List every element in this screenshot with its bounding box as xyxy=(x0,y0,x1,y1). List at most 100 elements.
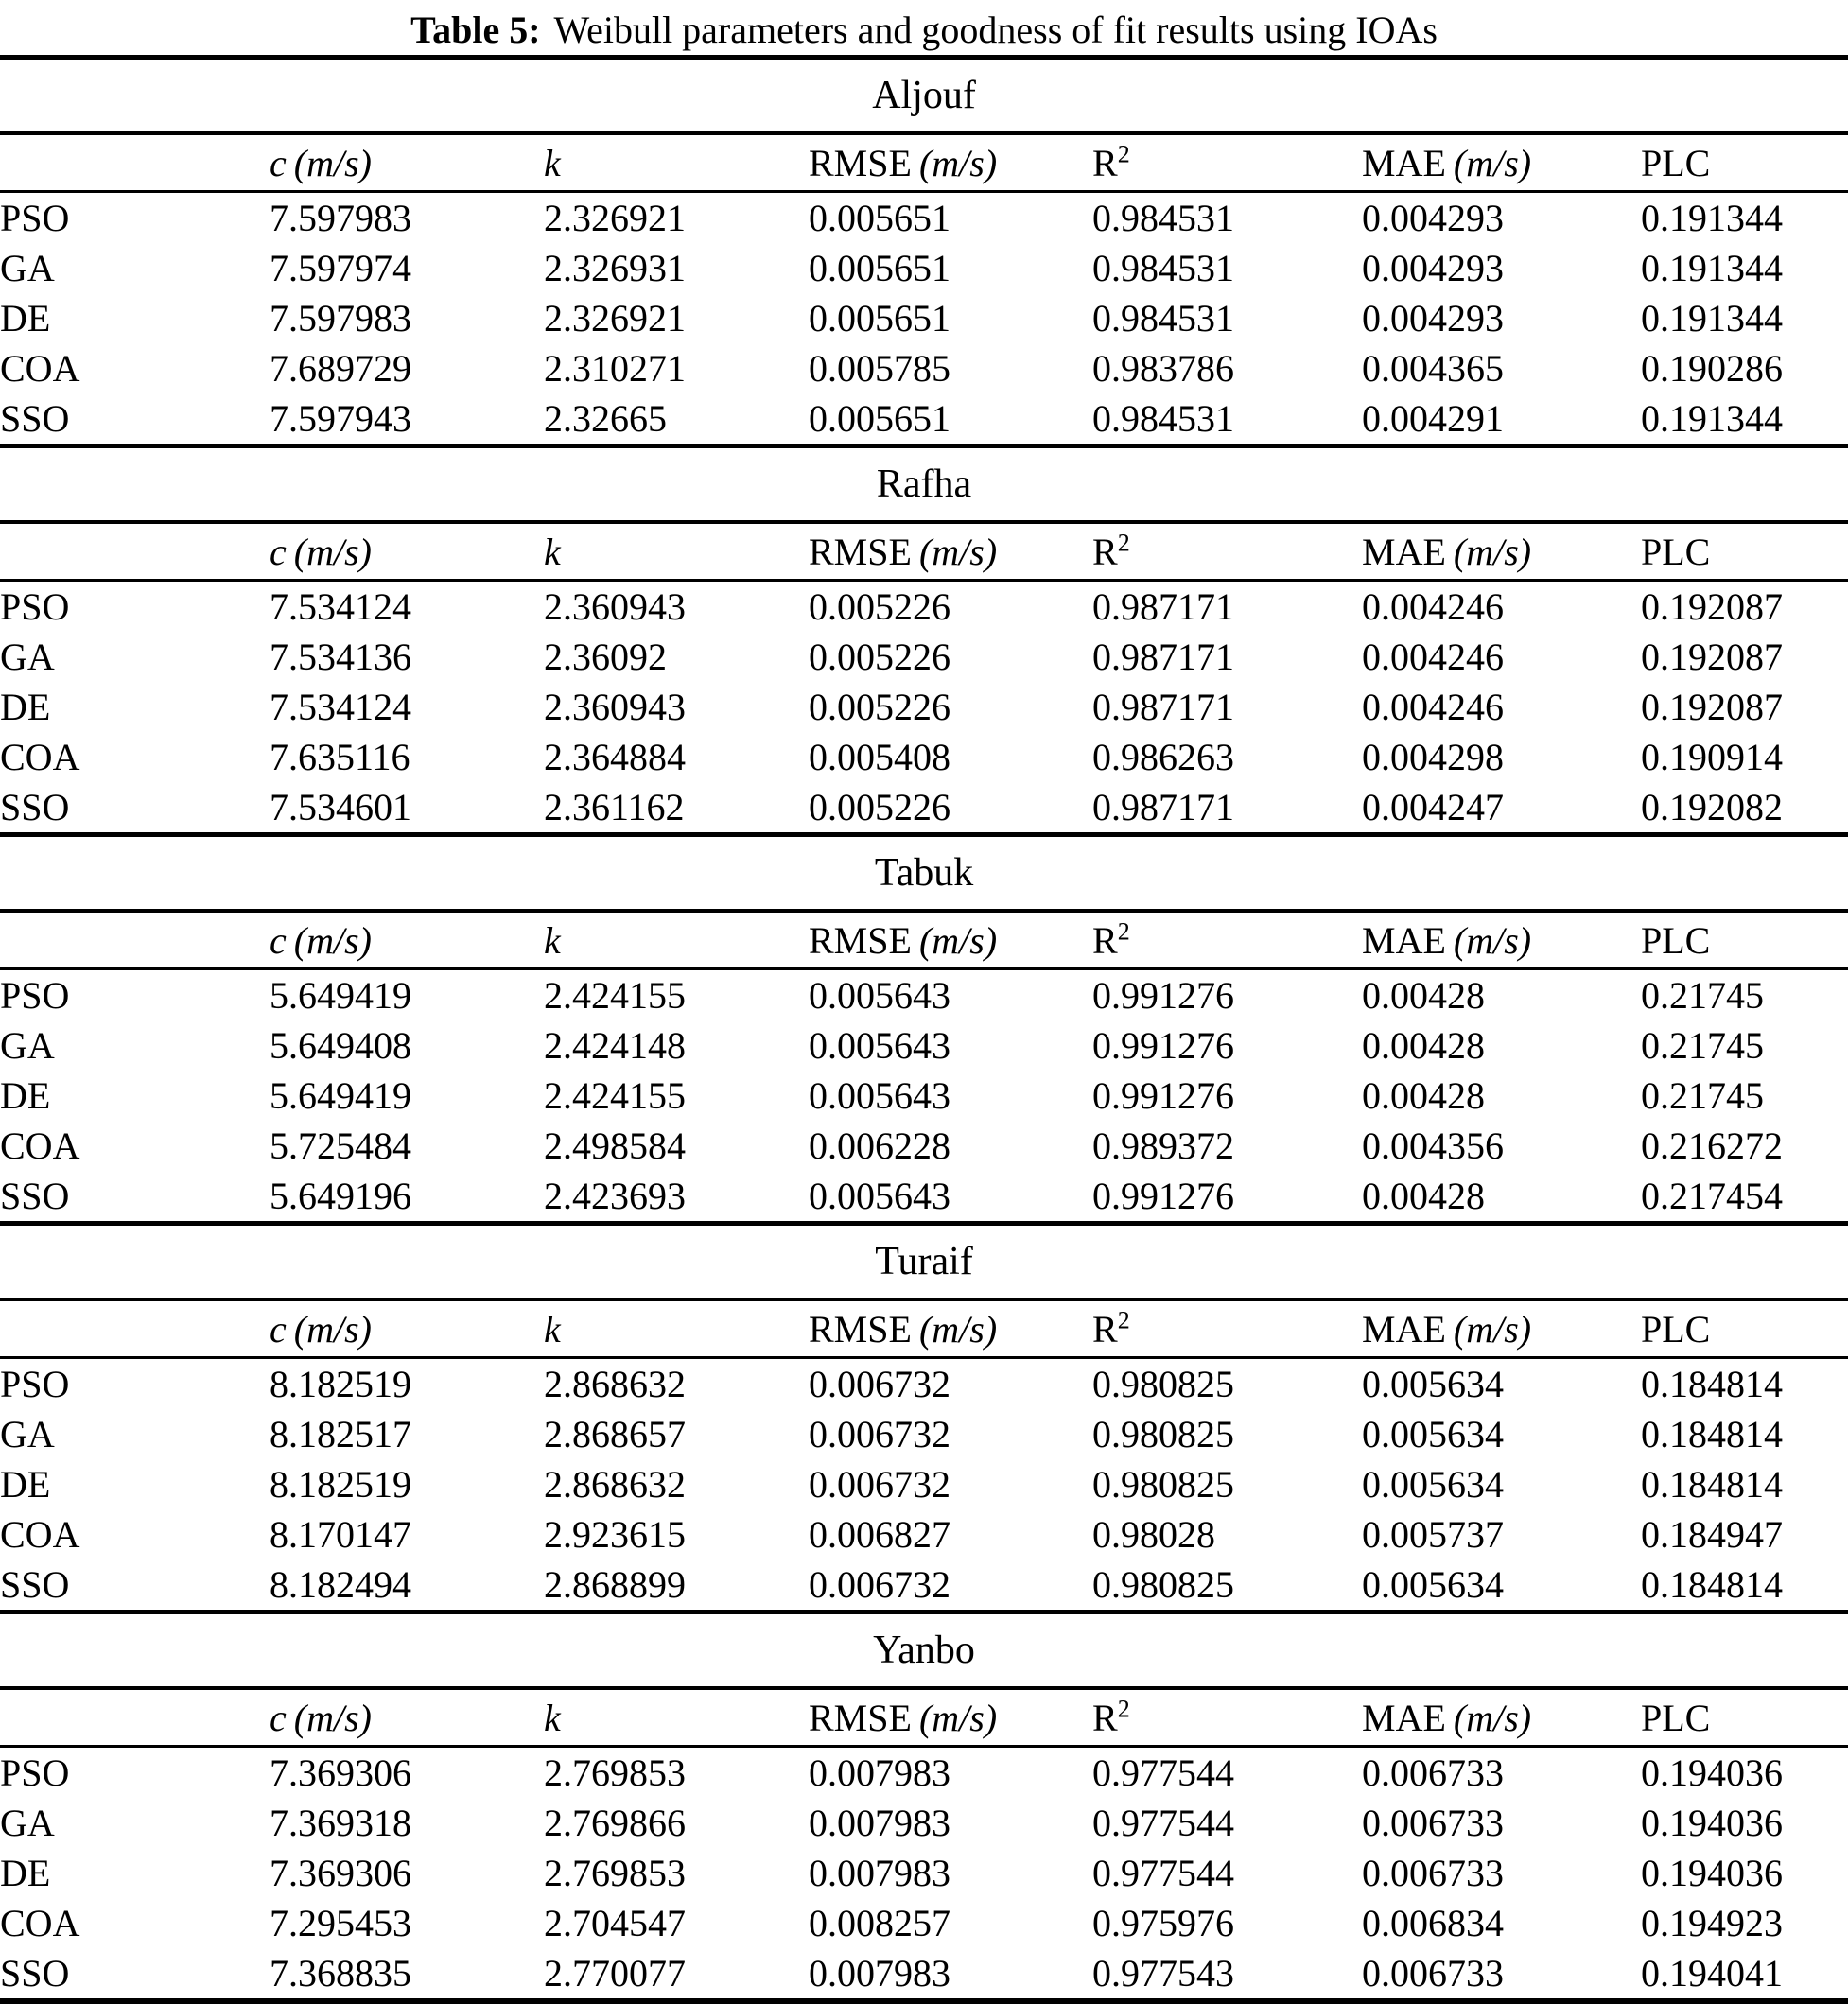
section-row: Rafha xyxy=(0,444,1848,524)
cell-method: DE xyxy=(0,1074,51,1117)
cell-rmse: 0.005226 xyxy=(809,686,950,728)
cell-plc: 0.21745 xyxy=(1641,974,1764,1017)
cell-plc: 0.184814 xyxy=(1641,1413,1783,1455)
cell-method: GA xyxy=(0,1413,55,1455)
header-label: R xyxy=(1092,530,1118,573)
cell-plc: 0.192087 xyxy=(1641,585,1783,628)
header-superscript: 2 xyxy=(1117,1695,1130,1723)
cell-mae: 0.004293 xyxy=(1362,247,1504,289)
cell-method: PSO xyxy=(0,1363,70,1405)
cell-mae: 0.004246 xyxy=(1362,636,1504,678)
cell-plc: 0.191344 xyxy=(1641,197,1783,239)
cell-k: 2.769853 xyxy=(544,1751,686,1794)
header-symbol: k xyxy=(544,1696,561,1739)
weibull-results-table: Aljouf c (m/s) k RMSE (m/s) R2 MAE (m/s) PLC PSO 7.… xyxy=(0,55,1848,2004)
cell-method: SSO xyxy=(0,1952,70,1995)
header-label: R xyxy=(1092,918,1118,962)
column-header-empty xyxy=(0,911,270,970)
table-row: DE 5.649419 2.424155 0.005643 0.991276 0.0042… xyxy=(0,1071,1848,1121)
cell-plc: 0.217454 xyxy=(1641,1175,1783,1217)
cell-plc: 0.192087 xyxy=(1641,636,1783,678)
cell-c: 7.534136 xyxy=(270,636,411,678)
cell-k: 2.769853 xyxy=(544,1852,686,1894)
table-caption-text: Weibull parameters and goodness of fit r… xyxy=(553,9,1438,51)
column-header-row: c (m/s) k RMSE (m/s) R2 MAE (m/s) PLC xyxy=(0,522,1848,582)
column-header-rmse: RMSE (m/s) xyxy=(809,1688,1092,1748)
cell-rmse: 0.006228 xyxy=(809,1124,950,1167)
cell-r2: 0.980825 xyxy=(1092,1463,1234,1506)
cell-rmse: 0.006732 xyxy=(809,1563,950,1606)
table-row: PSO 8.182519 2.868632 0.006732 0.980825 0.005… xyxy=(0,1358,1848,1410)
cell-rmse: 0.005651 xyxy=(809,297,950,340)
cell-r2: 0.987171 xyxy=(1092,585,1234,628)
cell-r2: 0.984531 xyxy=(1092,247,1234,289)
header-unit: (m/s) xyxy=(918,1696,998,1739)
cell-c: 7.368835 xyxy=(270,1952,411,1995)
header-label: MAE xyxy=(1362,141,1446,184)
header-symbol: k xyxy=(544,530,561,573)
table-row: SSO 7.597943 2.32665 0.005651 0.984531 0.0042… xyxy=(0,393,1848,446)
cell-c: 7.597943 xyxy=(270,397,411,440)
header-symbol: c xyxy=(270,1696,287,1739)
cell-plc: 0.21745 xyxy=(1641,1024,1764,1067)
header-superscript: 2 xyxy=(1117,529,1130,557)
cell-k: 2.361162 xyxy=(544,786,685,828)
table-row: DE 8.182519 2.868632 0.006732 0.980825 0.0056… xyxy=(0,1459,1848,1509)
cell-r2: 0.991276 xyxy=(1092,1175,1234,1217)
table-row: DE 7.534124 2.360943 0.005226 0.987171 0.0042… xyxy=(0,682,1848,732)
cell-rmse: 0.008257 xyxy=(809,1902,950,1944)
cell-c: 7.369306 xyxy=(270,1751,411,1794)
column-header-plc: PLC xyxy=(1641,1688,1848,1748)
cell-method: DE xyxy=(0,1463,51,1506)
cell-plc: 0.194036 xyxy=(1641,1852,1783,1894)
cell-method: PSO xyxy=(0,974,70,1017)
cell-r2: 0.991276 xyxy=(1092,1024,1234,1067)
cell-c: 7.597983 xyxy=(270,297,411,340)
header-label: R xyxy=(1092,1307,1118,1351)
section-title: Yanbo xyxy=(0,1610,1848,1690)
cell-k: 2.326931 xyxy=(544,247,686,289)
cell-k: 2.769866 xyxy=(544,1802,686,1844)
cell-k: 2.704547 xyxy=(544,1902,686,1944)
cell-mae: 0.004293 xyxy=(1362,197,1504,239)
cell-c: 7.534601 xyxy=(270,786,411,828)
cell-k: 2.923615 xyxy=(544,1513,686,1556)
table-row: SSO 5.649196 2.423693 0.005643 0.991276 0.004… xyxy=(0,1171,1848,1224)
column-header-rmse: RMSE (m/s) xyxy=(809,522,1092,582)
cell-method: GA xyxy=(0,1802,55,1844)
column-header-k: k xyxy=(544,911,809,970)
column-header-empty xyxy=(0,522,270,582)
cell-r2: 0.991276 xyxy=(1092,974,1234,1017)
header-unit: (m/s) xyxy=(918,141,998,184)
cell-c: 5.725484 xyxy=(270,1124,411,1167)
cell-mae: 0.006733 xyxy=(1362,1751,1504,1794)
column-header-empty xyxy=(0,133,270,193)
table-caption-label: Table 5: xyxy=(410,9,541,51)
cell-r2: 0.980825 xyxy=(1092,1413,1234,1455)
column-header-empty xyxy=(0,1299,270,1359)
cell-r2: 0.987171 xyxy=(1092,636,1234,678)
header-unit: (m/s) xyxy=(1453,1307,1532,1351)
cell-method: GA xyxy=(0,247,55,289)
header-superscript: 2 xyxy=(1117,140,1130,168)
cell-rmse: 0.005651 xyxy=(809,397,950,440)
cell-k: 2.868632 xyxy=(544,1463,686,1506)
header-symbol: c xyxy=(270,918,287,962)
header-label: RMSE xyxy=(809,141,912,184)
cell-rmse: 0.007983 xyxy=(809,1802,950,1844)
cell-plc: 0.184814 xyxy=(1641,1463,1783,1506)
cell-method: SSO xyxy=(0,786,70,828)
column-header-plc: PLC xyxy=(1641,133,1848,193)
column-header-c: c (m/s) xyxy=(270,133,544,193)
cell-c: 7.369318 xyxy=(270,1802,411,1844)
cell-mae: 0.006733 xyxy=(1362,1952,1504,1995)
column-header-c: c (m/s) xyxy=(270,1688,544,1748)
cell-rmse: 0.005226 xyxy=(809,636,950,678)
cell-c: 7.689729 xyxy=(270,347,411,390)
cell-method: PSO xyxy=(0,1751,70,1794)
cell-method: COA xyxy=(0,1124,80,1167)
column-header-rmse: RMSE (m/s) xyxy=(809,133,1092,193)
header-symbol: k xyxy=(544,1307,561,1351)
cell-method: PSO xyxy=(0,197,70,239)
header-symbol: c xyxy=(270,141,287,184)
